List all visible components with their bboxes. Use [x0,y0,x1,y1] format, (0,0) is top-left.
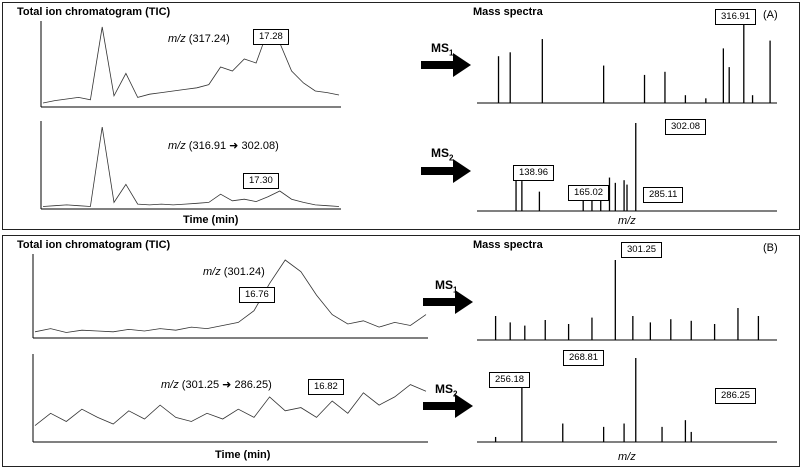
panel-b-tic2-callout: 16.82 [308,379,344,395]
panel-a-tic-title: Total ion chromatogram (TIC) [17,6,171,18]
panel-b-ms1-bars [494,260,760,340]
panel-a-tic2-label: m/z (316.91 ➜ 302.08) [168,139,279,152]
panel-a-ms2-callout-1: 138.96 [513,165,555,181]
panel-b-ms2-callout-2: 268.81 [563,350,605,366]
big-arrow-icon [421,159,471,183]
panel-b-letter: (B) [763,242,778,254]
panel-b-ms-title: Mass spectra [473,239,543,251]
big-arrow-icon [423,394,473,418]
mz-value: (301.24) [223,266,265,278]
mz-to: 302.08) [241,140,279,152]
mz-value: (317.24) [188,33,230,45]
panel-b-ms2-bars [494,358,692,442]
panel-b-ms1-plot [477,260,777,341]
panel-a-ms-title: Mass spectra [473,6,543,18]
panel-b-tic2-label: m/z (301.25 ➜ 286.25) [161,378,272,391]
panel-b-tic-title: Total ion chromatogram (TIC) [17,239,171,251]
panel-b-tic2-trace [34,384,427,426]
panel-b-tic1-callout: 16.76 [239,287,275,303]
panel-b-tic1-trace [34,259,427,333]
panel-a-ms1-callout: 316.91 [715,9,757,25]
big-arrow-icon [421,53,471,77]
panel-a-ms2-callout-3: 285.11 [643,187,684,203]
panel-b-ms2-callout-3: 286.25 [715,388,757,404]
panel-b-ms2-callout-1: 256.18 [489,372,531,388]
big-arrow-icon [423,290,473,314]
panel-b-xlabel-time: Time (min) [215,449,271,461]
panel-b-tic1-plot [32,254,428,339]
panel-b-ms2-label: MS2 [435,382,458,399]
panel-b-ms1-callout: 301.25 [621,242,663,258]
mz-italic: m/z [161,379,179,391]
mz-italic: m/z [203,266,221,278]
arrow-right-icon: ➜ [222,379,232,391]
panel-a-tic1-plot [40,21,341,108]
mz-to: 286.25) [234,379,272,391]
mz-from: (316.91 [188,140,227,152]
panel-a-ms2-callout-2: 165.02 [568,185,610,201]
panel-a-tic2-callout: 17.30 [243,173,279,189]
panel-b-ms1-label: MS1 [435,278,458,295]
panel-a-xlabel-time: Time (min) [183,214,239,226]
panel-a-ms1-plot [477,25,777,104]
mz-italic: m/z [168,33,186,45]
panel-a-ms1-label: MS1 [431,41,454,58]
panel-a-letter: (A) [763,9,778,21]
panel-b: Total ion chromatogram (TIC) Mass spectr… [2,235,800,467]
mz-from: (301.25 [181,379,220,391]
panel-a-xlabel-mz: m/z [618,215,636,227]
panel-a-tic2-plot [40,121,341,210]
arrow-right-icon: ➜ [229,140,239,152]
panel-a: Total ion chromatogram (TIC) Mass spectr… [2,2,800,230]
panel-a-ms2-callout-4: 302.08 [665,119,707,135]
panel-a-tic1-trace [42,26,340,104]
panel-b-tic1-label: m/z (301.24) [203,266,265,278]
panel-b-tic2-plot [32,354,428,443]
panel-b-xlabel-mz: m/z [618,451,636,463]
panel-a-tic1-callout: 17.28 [253,29,289,45]
panel-a-tic2-trace [42,126,340,207]
panel-a-ms2-label: MS2 [431,146,454,163]
panel-a-tic1-label: m/z (317.24) [168,33,230,45]
panel-a-ms1-bars [497,25,771,103]
mz-italic: m/z [168,140,186,152]
